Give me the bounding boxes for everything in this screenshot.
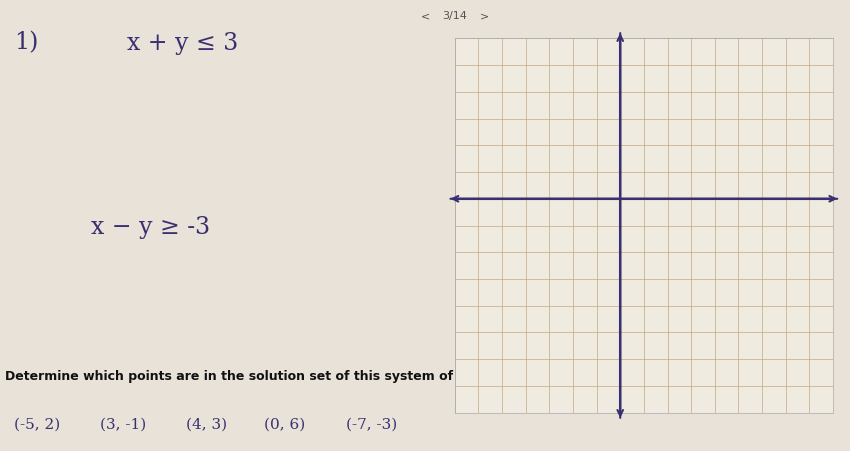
Text: 3/14: 3/14 (442, 11, 468, 21)
Text: 1): 1) (14, 32, 38, 55)
Text: (3, -1): (3, -1) (100, 417, 146, 431)
Text: <: < (421, 11, 429, 21)
Text: (0, 6): (0, 6) (264, 417, 305, 431)
Text: x + y ≤ 3: x + y ≤ 3 (128, 32, 239, 55)
Text: x − y ≥ -3: x − y ≥ -3 (91, 216, 210, 239)
Text: Determine which points are in the solution set of this system of inequalities:: Determine which points are in the soluti… (4, 370, 544, 383)
Text: (-5, 2): (-5, 2) (14, 417, 60, 431)
Text: (4, 3): (4, 3) (186, 417, 228, 431)
Text: >: > (480, 11, 489, 21)
Text: (-7, -3): (-7, -3) (346, 417, 397, 431)
